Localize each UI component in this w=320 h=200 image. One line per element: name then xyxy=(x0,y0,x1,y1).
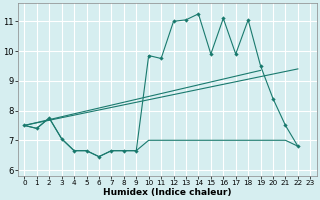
X-axis label: Humidex (Indice chaleur): Humidex (Indice chaleur) xyxy=(103,188,232,197)
